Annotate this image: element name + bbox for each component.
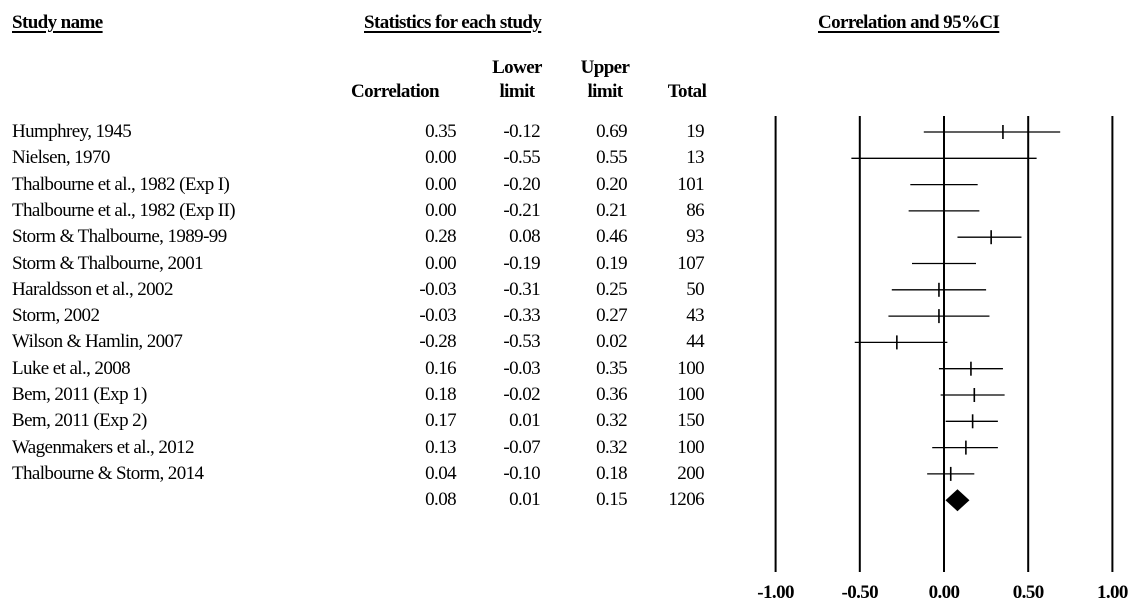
lower-label-line1: Lower xyxy=(492,57,542,78)
study-lower-limit: -0.07 xyxy=(503,436,540,458)
study-total: 100 xyxy=(677,436,704,458)
column-header-upper-limit: Upper limit xyxy=(572,56,638,104)
study-name: Bem, 2011 (Exp 1) xyxy=(12,384,147,405)
study-name: Luke et al., 2008 xyxy=(12,357,131,379)
upper-label-line2: limit xyxy=(587,81,624,102)
study-name-header: Study name xyxy=(12,12,103,33)
study-total: 100 xyxy=(677,357,704,379)
study-name: Storm & Thalbourne, 1989-99 xyxy=(12,226,227,248)
plot-header: Correlation and 95%CI xyxy=(818,12,1000,33)
study-name: Thalbourne et al., 1982 (Exp II) xyxy=(12,199,236,221)
x-tick-label: 0.00 xyxy=(929,582,960,603)
study-upper-limit: 0.02 xyxy=(596,331,627,353)
study-upper-limit: 0.27 xyxy=(596,305,627,327)
study-upper-limit: 0.46 xyxy=(596,226,627,248)
study-total: 200 xyxy=(677,462,704,484)
study-lower-limit: -0.20 xyxy=(503,173,540,195)
study-correlation: 0.17 xyxy=(425,410,456,432)
summary-lower-limit: 0.01 xyxy=(509,489,540,511)
study-upper-limit: 0.25 xyxy=(596,278,627,300)
study-name: Wagenmakers et al., 2012 xyxy=(12,436,195,458)
summary-correlation: 0.08 xyxy=(425,489,456,511)
study-total: 44 xyxy=(686,331,704,353)
study-lower-limit: -0.55 xyxy=(503,147,540,169)
study-upper-limit: 0.55 xyxy=(596,147,627,169)
x-tick-label: 0.50 xyxy=(1013,582,1044,603)
column-header-total: Total xyxy=(654,80,720,104)
study-total: 13 xyxy=(686,147,704,169)
column-header-correlation: Correlation xyxy=(336,80,454,104)
study-correlation: 0.28 xyxy=(425,226,456,248)
lower-label-line2: limit xyxy=(499,81,536,102)
study-upper-limit: 0.21 xyxy=(596,199,627,221)
study-lower-limit: -0.03 xyxy=(503,357,540,379)
study-lower-limit: 0.01 xyxy=(509,410,540,432)
study-upper-limit: 0.35 xyxy=(596,357,627,379)
study-lower-limit: -0.31 xyxy=(503,278,540,300)
study-correlation: 0.13 xyxy=(425,436,456,458)
study-total: 43 xyxy=(686,305,704,327)
total-label: Total xyxy=(667,81,707,102)
study-upper-limit: 0.36 xyxy=(596,384,627,405)
study-correlation: 0.16 xyxy=(425,357,456,379)
study-name: Humphrey, 1945 xyxy=(12,121,132,142)
summary-diamond xyxy=(945,489,970,512)
study-name: Haraldsson et al., 2002 xyxy=(12,278,173,300)
study-name: Storm, 2002 xyxy=(12,305,100,327)
study-lower-limit: -0.02 xyxy=(503,384,540,405)
study-lower-limit: -0.53 xyxy=(503,331,540,353)
x-tick-label: -0.50 xyxy=(842,582,879,603)
study-name: Bem, 2011 (Exp 2) xyxy=(12,410,147,432)
correlation-label: Correlation xyxy=(350,81,440,102)
study-upper-limit: 0.19 xyxy=(596,252,627,274)
study-correlation: 0.00 xyxy=(425,173,456,195)
study-correlation: 0.18 xyxy=(425,384,456,405)
study-total: 19 xyxy=(686,121,704,142)
study-correlation: -0.03 xyxy=(419,278,456,300)
study-lower-limit: -0.19 xyxy=(503,252,540,274)
x-tick-label: -1.00 xyxy=(757,582,794,603)
study-total: 50 xyxy=(686,278,704,300)
summary-upper-limit: 0.15 xyxy=(596,489,627,511)
study-name: Thalbourne et al., 1982 (Exp I) xyxy=(12,173,230,195)
study-total: 107 xyxy=(677,252,704,274)
study-total: 101 xyxy=(677,173,704,195)
study-upper-limit: 0.32 xyxy=(596,436,627,458)
study-correlation: 0.00 xyxy=(425,147,456,169)
study-upper-limit: 0.69 xyxy=(596,121,627,142)
upper-label-line1: Upper xyxy=(580,57,630,78)
study-correlation: 0.04 xyxy=(425,462,456,484)
x-tick-label: 1.00 xyxy=(1097,582,1128,603)
study-lower-limit: -0.10 xyxy=(503,462,540,484)
study-correlation: -0.03 xyxy=(419,305,456,327)
summary-total: 1206 xyxy=(668,489,704,511)
study-total: 93 xyxy=(686,226,704,248)
statistics-header: Statistics for each study xyxy=(364,12,542,33)
study-upper-limit: 0.20 xyxy=(596,173,627,195)
study-name: Wilson & Hamlin, 2007 xyxy=(12,331,183,353)
study-correlation: -0.28 xyxy=(419,331,456,353)
study-correlation: 0.35 xyxy=(425,121,456,142)
study-correlation: 0.00 xyxy=(425,199,456,221)
study-upper-limit: 0.18 xyxy=(596,462,627,484)
study-name: Thalbourne & Storm, 2014 xyxy=(12,462,204,484)
study-total: 100 xyxy=(677,384,704,405)
study-total: 86 xyxy=(686,199,704,221)
column-header-lower-limit: Lower limit xyxy=(484,56,550,104)
study-lower-limit: -0.21 xyxy=(503,199,540,221)
study-name: Storm & Thalbourne, 2001 xyxy=(12,252,204,274)
study-lower-limit: 0.08 xyxy=(509,226,540,248)
study-lower-limit: -0.33 xyxy=(503,305,540,327)
study-upper-limit: 0.32 xyxy=(596,410,627,432)
study-lower-limit: -0.12 xyxy=(503,121,540,142)
study-name: Nielsen, 1970 xyxy=(12,147,110,169)
study-correlation: 0.00 xyxy=(425,252,456,274)
study-total: 150 xyxy=(677,410,704,432)
